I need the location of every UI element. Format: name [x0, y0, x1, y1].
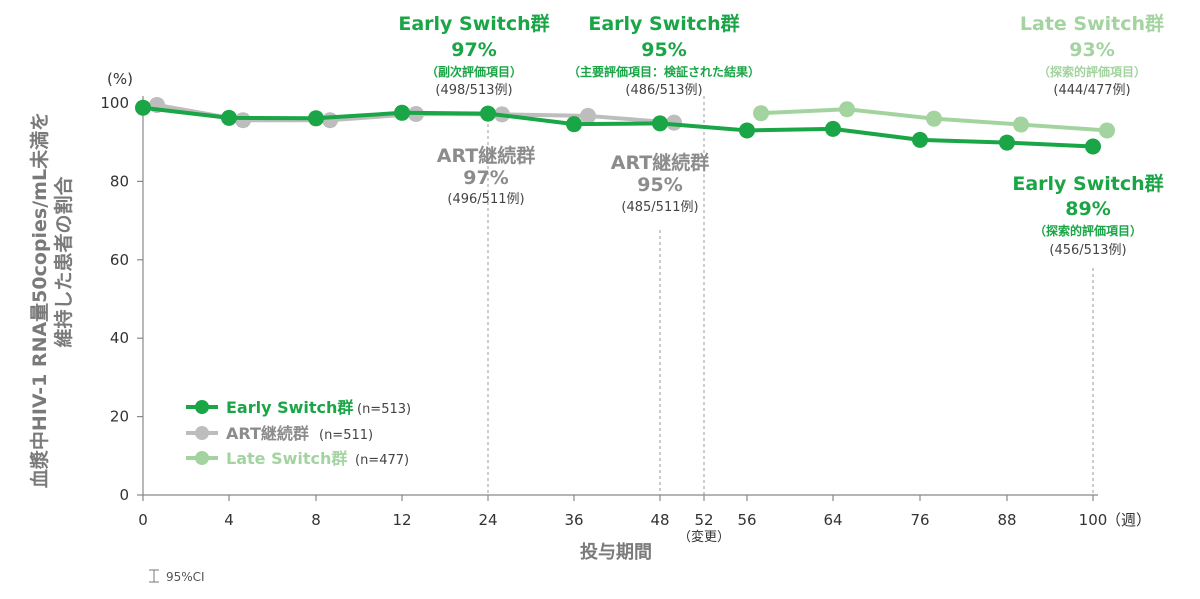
annotation-art24-count: (496/511例)	[447, 192, 524, 207]
data-point-early-wk48	[652, 115, 668, 132]
legend-early-marker	[195, 400, 209, 414]
x-tick-label: 12	[392, 511, 411, 529]
y-axis-title-line1: 血漿中HIV-1 RNA量50copies/mL未満を	[28, 112, 51, 488]
legend-item-art: ART継続群 (n=511)	[186, 424, 373, 443]
annotation-late100-pct: 93%	[1069, 39, 1114, 61]
annotation-early24-name: Early Switch群	[398, 12, 549, 35]
x-tick-label: 64	[823, 511, 842, 529]
annotation-early-week48: Early Switch群 95% （主要評価項目：検証された結果） (486/…	[568, 12, 760, 98]
y-axis-title-line2: 維持した患者の割合	[52, 176, 75, 348]
legend-art-name: ART継続群	[226, 424, 309, 443]
x-tick-label: 100	[1079, 511, 1108, 529]
annotation-art-week24: ART継続群 97% (496/511例)	[437, 144, 535, 207]
data-point-late-wk64	[839, 101, 855, 118]
annotation-early100-sub: （探索的評価項目）	[1034, 223, 1142, 238]
ci-legend-label: 95%CI	[166, 570, 205, 584]
legend-late-n: (n=477)	[355, 453, 409, 468]
data-point-late-wk100	[1099, 122, 1115, 139]
y-tick-label: 100	[100, 94, 129, 112]
legend-late-name: Late Switch群	[226, 449, 347, 468]
annotation-early48-name: Early Switch群	[588, 12, 739, 35]
data-point-art-wk8	[322, 112, 338, 129]
annotation-early-week24: Early Switch群 97% （副次評価項目） (498/513例)	[398, 12, 549, 98]
x-tick-label: 52	[694, 511, 713, 529]
annotation-art48-count: (485/511例)	[621, 200, 698, 215]
annotation-early24-sub: （副次評価項目）	[426, 64, 522, 79]
annotation-early24-pct: 97%	[451, 39, 496, 61]
x-tick-label: 36	[564, 511, 583, 529]
y-tick-label: 40	[110, 329, 129, 347]
reference-lines	[487, 96, 1094, 495]
data-point-early-wk56	[739, 122, 755, 139]
annotation-early48-count: (486/513例)	[625, 83, 702, 98]
annotation-early48-sub: （主要評価項目：検証された結果）	[568, 64, 760, 79]
annotation-early100-count: (456/513例)	[1049, 243, 1126, 258]
data-point-early-wk12	[394, 104, 410, 121]
switch-note: （変更）	[678, 529, 730, 545]
annotation-art24-name: ART継続群	[437, 144, 535, 167]
annotation-art-week48: ART継続群 95% (485/511例)	[611, 151, 709, 215]
y-tick-label: 80	[110, 172, 129, 190]
legend-item-early: Early Switch群 (n=513)	[186, 398, 411, 417]
annotation-late-week100: Late Switch群 93% （探索的評価項目） (444/477例)	[1020, 12, 1164, 98]
data-point-early-wk8	[308, 110, 324, 127]
data-point-early-wk100	[1085, 138, 1101, 155]
annotation-art24-pct: 97%	[463, 167, 508, 189]
series-late-switch	[753, 101, 1115, 139]
x-tick-label: 48	[650, 511, 669, 529]
annotation-late100-sub: （探索的評価項目）	[1038, 64, 1146, 79]
legend-early-n: (n=513)	[357, 402, 411, 417]
legend-late-marker	[195, 451, 209, 465]
y-tick-label: 0	[119, 486, 129, 504]
data-point-early-wk64	[825, 120, 841, 137]
ci-legend: 95%CI	[149, 569, 205, 584]
x-unit-label: （週）	[1106, 511, 1151, 529]
annotation-early-week100: Early Switch群 89% （探索的評価項目） (456/513例)	[1012, 172, 1163, 258]
data-point-late-wk76	[926, 110, 942, 127]
data-point-late-wk56	[753, 105, 769, 122]
y-tick-label: 20	[110, 408, 129, 426]
x-tick-label: 56	[737, 511, 756, 529]
series-early-switch	[135, 99, 1101, 155]
x-axis-title: 投与期間	[580, 541, 652, 563]
data-point-late-wk88	[1013, 116, 1029, 133]
annotation-early100-name: Early Switch群	[1012, 172, 1163, 195]
y-tick-label: 60	[110, 251, 129, 269]
legend-item-late: Late Switch群 (n=477)	[186, 449, 409, 468]
x-ticks: 0 4 8 12 24 36 48 52 56 64 76 88 100	[138, 495, 1107, 529]
data-point-art-wk36	[580, 107, 596, 124]
series-line-early	[142, 105, 1094, 149]
data-point-art-wk4	[235, 112, 251, 129]
y-unit-label: (%)	[107, 70, 133, 88]
annotation-early100-pct: 89%	[1065, 198, 1110, 220]
data-point-early-wk76	[912, 131, 928, 148]
annotation-early24-count: (498/513例)	[435, 83, 512, 98]
annotation-art48-pct: 95%	[637, 174, 682, 196]
y-ticks: 0 20 40 60 80 100	[100, 94, 143, 504]
annotation-late100-count: (444/477例)	[1053, 83, 1130, 98]
x-tick-label: 88	[997, 511, 1016, 529]
legend-early-name: Early Switch群	[226, 398, 353, 417]
data-point-early-wk88	[999, 134, 1015, 151]
x-tick-label: 0	[138, 511, 148, 529]
data-point-early-wk24	[480, 105, 496, 122]
x-tick-label: 76	[910, 511, 929, 529]
x-tick-label: 8	[311, 511, 321, 529]
x-tick-label: 24	[478, 511, 497, 529]
annotation-art48-name: ART継続群	[611, 151, 709, 174]
x-tick-label: 4	[224, 511, 234, 529]
data-point-early-wk0	[135, 99, 151, 116]
data-point-early-wk36	[566, 116, 582, 133]
legend: Early Switch群 (n=513) ART継続群 (n=511) Lat…	[186, 398, 411, 468]
legend-art-n: (n=511)	[319, 428, 373, 443]
legend-art-marker	[195, 426, 209, 440]
data-point-early-wk4	[221, 109, 237, 126]
annotation-early48-pct: 95%	[641, 39, 686, 61]
annotation-late100-name: Late Switch群	[1020, 12, 1164, 35]
